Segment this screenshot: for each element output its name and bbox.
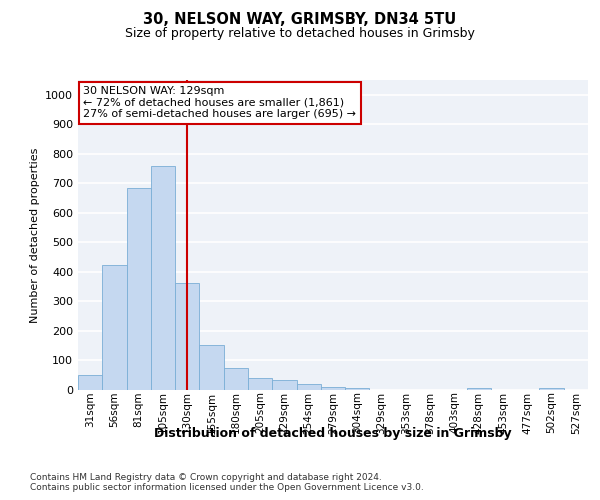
Y-axis label: Number of detached properties: Number of detached properties [29, 148, 40, 322]
Bar [78, 374, 102, 390]
Text: Distribution of detached houses by size in Grimsby: Distribution of detached houses by size … [154, 428, 512, 440]
Bar [127, 188, 151, 390]
Bar [296, 384, 321, 390]
Text: Contains HM Land Registry data © Crown copyright and database right 2024.: Contains HM Land Registry data © Crown c… [30, 472, 382, 482]
Bar [224, 368, 248, 390]
Bar [175, 283, 199, 390]
Bar [539, 388, 564, 390]
Bar [345, 388, 370, 390]
Text: 30, NELSON WAY, GRIMSBY, DN34 5TU: 30, NELSON WAY, GRIMSBY, DN34 5TU [143, 12, 457, 28]
Bar [321, 387, 345, 390]
Bar [151, 166, 175, 390]
Text: 30 NELSON WAY: 129sqm
← 72% of detached houses are smaller (1,861)
27% of semi-d: 30 NELSON WAY: 129sqm ← 72% of detached … [83, 86, 356, 120]
Bar [467, 388, 491, 390]
Text: Contains public sector information licensed under the Open Government Licence v3: Contains public sector information licen… [30, 482, 424, 492]
Bar [248, 378, 272, 390]
Bar [102, 264, 127, 390]
Text: Size of property relative to detached houses in Grimsby: Size of property relative to detached ho… [125, 28, 475, 40]
Bar [272, 380, 296, 390]
Bar [199, 345, 224, 390]
